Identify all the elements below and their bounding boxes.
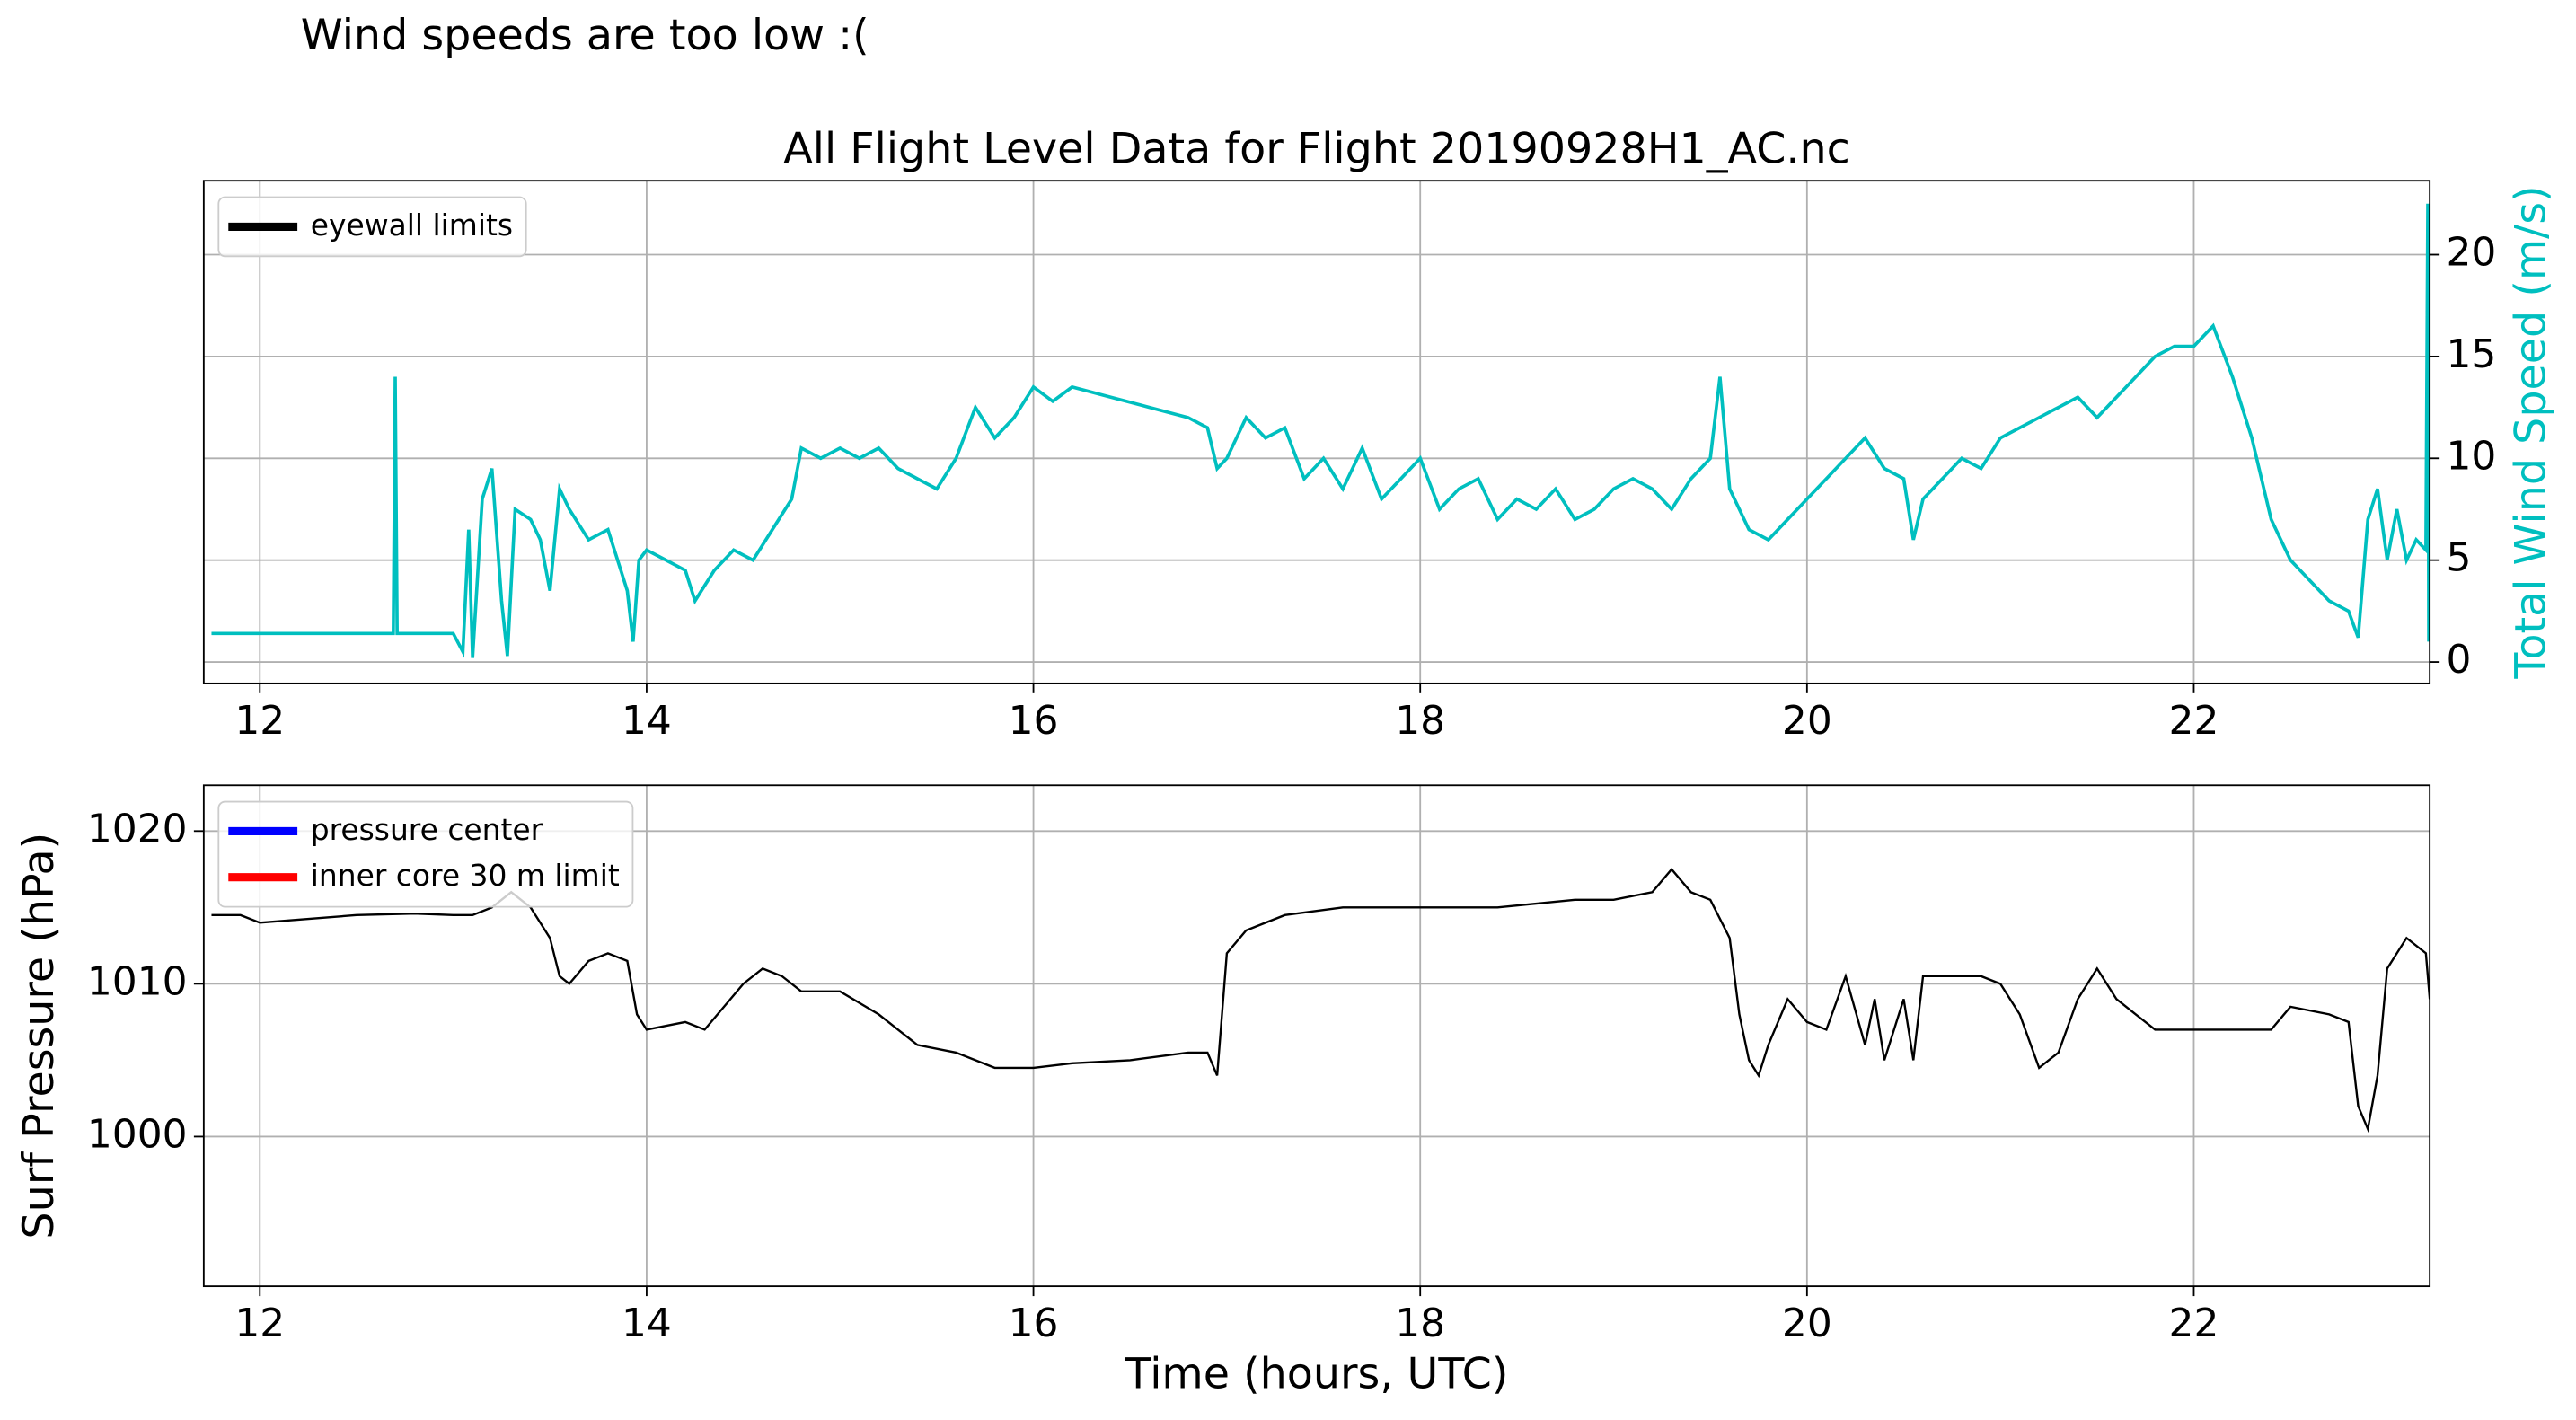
data-line bbox=[211, 867, 2430, 1133]
data-line bbox=[211, 203, 2430, 658]
legend-box bbox=[217, 196, 527, 258]
figure-title: Wind speeds are too low :( bbox=[301, 11, 869, 60]
x-tick-label: 18 bbox=[1395, 698, 1445, 744]
y-tick-label: 1010 bbox=[87, 958, 188, 1004]
x-tick-label: 22 bbox=[2169, 698, 2219, 744]
y2-tick-label: 20 bbox=[2446, 230, 2496, 276]
y2-tick-label: 5 bbox=[2446, 535, 2471, 581]
y2-tick-label: 0 bbox=[2446, 637, 2471, 683]
x-tick-label: 22 bbox=[2169, 1301, 2219, 1346]
legend-label: inner core 30 m limit bbox=[311, 858, 620, 893]
y-tick-label: 1000 bbox=[87, 1111, 188, 1157]
y2-tick-label: 10 bbox=[2446, 433, 2496, 479]
legend-label: eyewall limits bbox=[311, 207, 513, 243]
x-tick-label: 18 bbox=[1395, 1301, 1445, 1346]
x-tick-label: 16 bbox=[1009, 698, 1059, 744]
x-tick-label: 14 bbox=[622, 1301, 672, 1346]
chart-title: All Flight Level Data for Flight 2019092… bbox=[783, 124, 1850, 173]
x-tick-label: 20 bbox=[1782, 1301, 1832, 1346]
plot-frame bbox=[202, 784, 2431, 1288]
plot-frame bbox=[202, 180, 2431, 684]
x-tick-label: 14 bbox=[622, 698, 672, 744]
y-axis-label: Surf Pressure (hPa) bbox=[14, 833, 64, 1239]
y2-axis-label: Total Wind Speed (m/s) bbox=[2506, 185, 2555, 679]
x-tick-label: 12 bbox=[234, 698, 285, 744]
x-tick-label: 16 bbox=[1009, 1301, 1059, 1346]
y-tick-label: 1020 bbox=[87, 806, 188, 851]
legend: eyewall limits bbox=[217, 196, 527, 258]
x-tick-label: 20 bbox=[1782, 698, 1832, 744]
legend: pressure center inner core 30 m limit bbox=[217, 800, 634, 908]
x-axis-label: Time (hours, UTC) bbox=[1125, 1350, 1509, 1399]
y2-tick-label: 15 bbox=[2446, 331, 2496, 377]
legend-label: pressure center bbox=[311, 812, 543, 847]
legend-box bbox=[217, 800, 634, 908]
x-tick-label: 12 bbox=[234, 1301, 285, 1346]
